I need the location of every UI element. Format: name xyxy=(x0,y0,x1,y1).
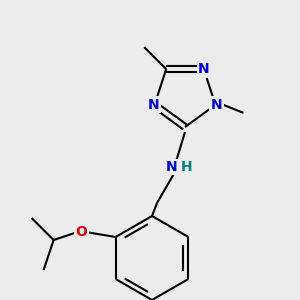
Text: N: N xyxy=(166,160,178,174)
Text: N: N xyxy=(148,98,159,112)
Text: N: N xyxy=(211,98,222,112)
Text: O: O xyxy=(76,225,88,239)
Text: N: N xyxy=(198,62,210,76)
Text: H: H xyxy=(181,160,193,174)
